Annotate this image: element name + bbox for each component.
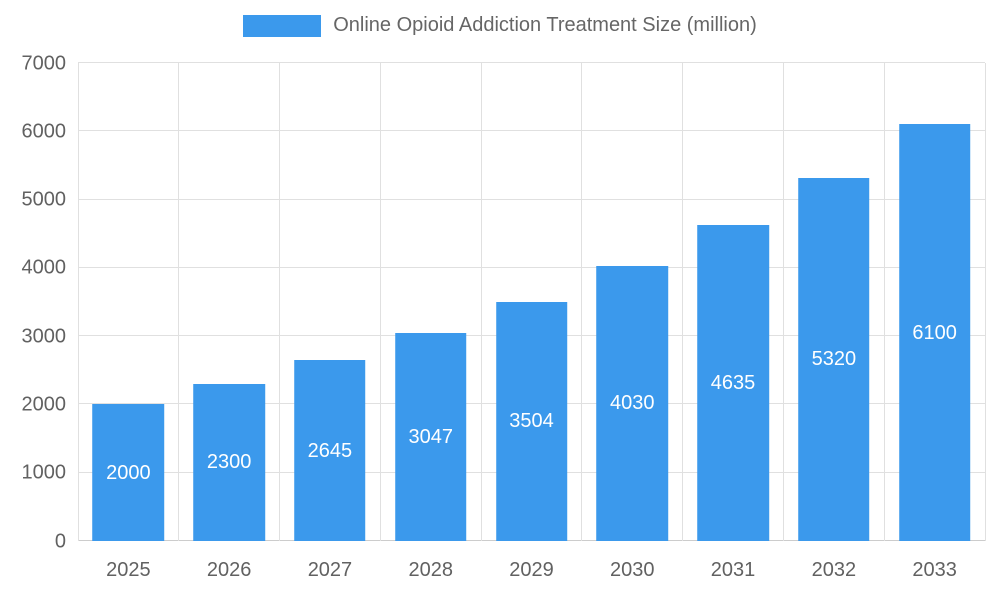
bar: 3504 xyxy=(495,301,568,541)
bar-value-label: 3504 xyxy=(509,410,554,433)
bar-value-label: 3047 xyxy=(408,425,453,448)
x-tick-label: 2032 xyxy=(811,559,857,581)
y-tick-label: 0 xyxy=(54,530,66,552)
bar-value-label: 5320 xyxy=(811,348,857,371)
gridline-vertical xyxy=(279,63,281,541)
x-tick-label: 2028 xyxy=(408,559,453,581)
x-tick-label: 2033 xyxy=(912,559,957,581)
gridline-vertical xyxy=(682,63,684,541)
bar: 6100 xyxy=(898,124,971,541)
gridline-horizontal xyxy=(78,198,985,200)
gridline-vertical xyxy=(77,63,79,541)
gridline-vertical xyxy=(984,63,986,541)
bar: 3047 xyxy=(394,332,467,541)
bar-value-label: 4030 xyxy=(610,392,655,415)
gridline-vertical xyxy=(782,63,784,541)
legend: Online Opioid Addiction Treatment Size (… xyxy=(0,14,1000,37)
x-tick-label: 2026 xyxy=(206,559,252,581)
y-tick-label: 7000 xyxy=(21,52,67,74)
gridline-vertical xyxy=(883,63,885,541)
x-tick-label: 2027 xyxy=(307,559,353,581)
bar-value-label: 2300 xyxy=(206,451,252,474)
gridline-horizontal xyxy=(78,130,985,132)
gridline-vertical xyxy=(581,63,583,541)
y-tick-label: 3000 xyxy=(21,325,67,348)
gridline-vertical xyxy=(178,63,180,541)
bar-value-label: 2000 xyxy=(106,461,151,484)
bar-value-label: 6100 xyxy=(912,321,957,344)
bar-value-label: 2645 xyxy=(307,439,353,462)
bar: 2645 xyxy=(294,360,366,541)
y-tick-label: 5000 xyxy=(21,188,67,211)
bar: 5320 xyxy=(798,177,870,541)
chart-title: Online Opioid Addiction Treatment Size (… xyxy=(333,14,757,36)
bar: 2000 xyxy=(92,404,165,541)
x-tick-label: 2031 xyxy=(710,559,756,581)
gridline-horizontal xyxy=(78,62,985,63)
y-tick-label: 2000 xyxy=(21,393,67,416)
legend-swatch xyxy=(243,14,322,37)
bar: 2300 xyxy=(193,383,265,541)
x-axis: 2025 2026 2027 2028 2029 2030 2031 2032 2033 xyxy=(78,541,985,591)
x-tick-label: 2029 xyxy=(509,559,554,581)
gridline-horizontal xyxy=(78,266,985,268)
plot-area: 2000 2300 2645 3047 3504 4030 4635 5320 6100 xyxy=(77,62,986,541)
bar: 4030 xyxy=(596,265,669,541)
y-axis: 0 1000 2000 3000 4000 5000 6000 7000 xyxy=(0,52,67,552)
x-tick-label: 2025 xyxy=(106,559,151,581)
bar-value-label: 4635 xyxy=(710,371,756,394)
y-tick-label: 6000 xyxy=(21,120,67,143)
y-tick-label: 4000 xyxy=(21,256,67,279)
gridline-vertical xyxy=(379,63,381,541)
x-tick-label: 2030 xyxy=(610,559,655,581)
bar: 4635 xyxy=(697,224,769,541)
gridline-vertical xyxy=(480,63,482,541)
y-tick-label: 1000 xyxy=(21,461,67,484)
